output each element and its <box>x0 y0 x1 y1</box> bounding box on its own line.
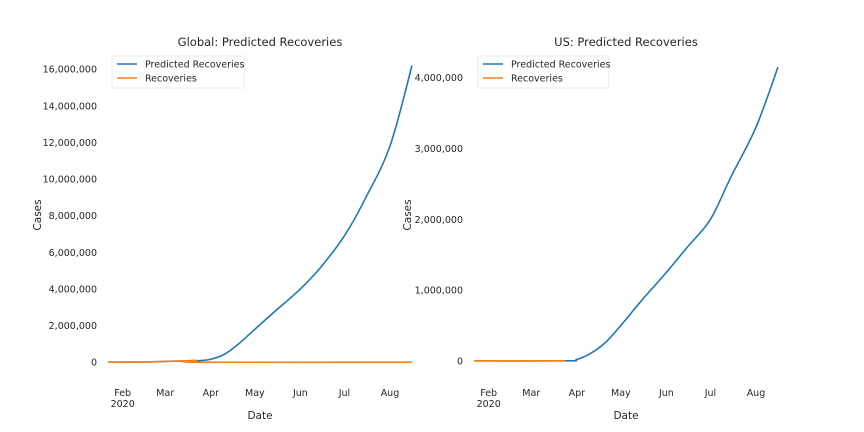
us-x-axis-label: Date <box>613 410 638 422</box>
global-y-tick-label: 2,000,000 <box>49 321 97 332</box>
us-y-tick-label: 4,000,000 <box>415 73 463 84</box>
us-series-line-predicted <box>473 66 779 362</box>
us-y-tick-label: 3,000,000 <box>415 144 463 155</box>
us-y-ticks: 0 1,000,000 2,000,000 3,000,000 4,000,000 <box>415 73 463 367</box>
us-x-tick-label: Aug <box>747 388 766 399</box>
us-legend-label-predicted: Predicted Recoveries <box>511 60 611 71</box>
us-series-lines <box>473 66 779 362</box>
us-x-tick-year: 2020 <box>477 399 501 410</box>
global-series-line-predicted <box>107 65 413 363</box>
us-x-tick-label: Apr <box>569 388 586 399</box>
global-series-line-recoveries <box>107 359 413 364</box>
us-x-tick-label: May <box>611 388 631 399</box>
global-y-tick-label: 10,000,000 <box>43 175 97 186</box>
global-y-axis-label: Cases <box>32 199 44 230</box>
global-y-tick-label: 0 <box>91 358 97 369</box>
us-y-tick-label: 2,000,000 <box>415 215 463 226</box>
us-chart: US: Predicted Recoveries Date Cases 0 1,0… <box>402 35 779 422</box>
global-y-tick-label: 14,000,000 <box>43 101 97 112</box>
global-legend-label-predicted: Predicted Recoveries <box>145 60 245 71</box>
us-legend-label-recoveries: Recoveries <box>511 74 563 85</box>
global-y-tick-label: 12,000,000 <box>43 138 97 149</box>
global-legend-box <box>111 55 245 89</box>
global-x-tick-label: May <box>245 388 265 399</box>
global-x-tick-label: Aug <box>381 388 400 399</box>
global-legend-label-recoveries: Recoveries <box>145 74 197 85</box>
global-legend: Predicted Recoveries Recoveries <box>111 55 245 89</box>
global-series-lines <box>107 65 413 364</box>
global-y-tick-label: 6,000,000 <box>49 248 97 259</box>
global-y-tick-label: 16,000,000 <box>43 65 97 76</box>
us-x-tick-label: Jun <box>658 388 674 399</box>
us-y-axis-label: Cases <box>402 199 414 230</box>
us-legend: Predicted Recoveries Recoveries <box>477 55 611 89</box>
us-x-tick-label: Feb <box>480 388 497 399</box>
global-x-tick-label: Feb <box>114 388 131 399</box>
us-x-tick-label: Jul <box>704 388 716 399</box>
us-chart-title: US: Predicted Recoveries <box>554 35 698 49</box>
us-x-tick-label: Mar <box>522 388 540 399</box>
global-x-tick-label: Apr <box>203 388 220 399</box>
global-x-tick-label: Jul <box>338 388 350 399</box>
global-x-tick-label: Mar <box>156 388 174 399</box>
us-legend-box <box>477 55 610 89</box>
us-y-tick-label: 1,000,000 <box>415 286 463 297</box>
global-x-axis-label: Date <box>247 410 272 422</box>
global-y-tick-label: 8,000,000 <box>49 211 97 222</box>
us-y-tick-label: 0 <box>457 356 463 367</box>
global-y-tick-label: 4,000,000 <box>49 284 97 295</box>
global-x-tick-year: 2020 <box>111 399 135 410</box>
global-chart: Global: Predicted Recoveries Date Cases … <box>32 35 413 422</box>
global-chart-title: Global: Predicted Recoveries <box>178 35 343 49</box>
global-x-tick-label: Jun <box>292 388 308 399</box>
global-y-ticks: 0 2,000,000 4,000,000 6,000,000 8,000,000 10,… <box>43 65 97 369</box>
